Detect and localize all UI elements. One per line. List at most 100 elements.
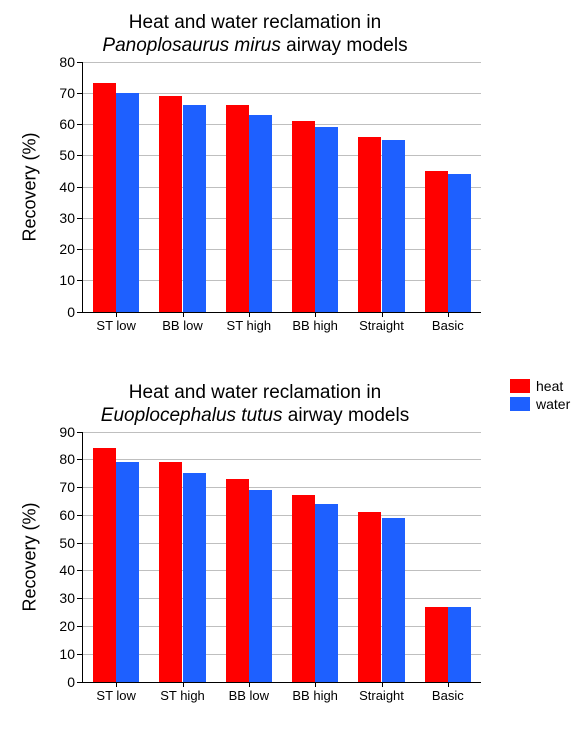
bar-water xyxy=(382,518,405,682)
chart-panoplosaurus: Heat and water reclamation inPanoplosaur… xyxy=(10,10,500,345)
bar-water xyxy=(116,462,139,681)
bar-water xyxy=(382,140,405,312)
legend: heat water xyxy=(510,378,570,414)
bar-water xyxy=(448,174,471,312)
bar-heat xyxy=(358,512,381,681)
y-tick-label: 90 xyxy=(59,424,75,440)
legend-swatch-heat xyxy=(510,379,530,393)
y-tick-label: 40 xyxy=(59,179,75,195)
y-tick-label: 20 xyxy=(59,618,75,634)
plot-wrap: 0102030405060708090ST lowST highBB lowBB… xyxy=(10,432,500,712)
y-tick-label: 10 xyxy=(59,272,75,288)
legend-label-water: water xyxy=(536,396,570,412)
x-tick xyxy=(448,312,449,317)
y-tick-label: 20 xyxy=(59,241,75,257)
y-tick xyxy=(77,249,83,250)
x-tick xyxy=(249,312,250,317)
y-tick xyxy=(77,654,83,655)
bar-heat xyxy=(93,448,116,681)
bar-heat xyxy=(159,96,182,312)
chart-title-species: Euoplocephalus tutus xyxy=(101,405,283,426)
gridline xyxy=(83,654,481,655)
x-tick xyxy=(183,682,184,687)
y-tick xyxy=(77,570,83,571)
y-tick-label: 50 xyxy=(59,535,75,551)
y-tick-label: 60 xyxy=(59,116,75,132)
y-tick xyxy=(77,218,83,219)
y-tick-label: 70 xyxy=(59,479,75,495)
y-tick xyxy=(77,280,83,281)
bar-heat xyxy=(425,607,448,682)
gridline xyxy=(83,598,481,599)
x-tick-label: BB low xyxy=(162,318,202,333)
y-tick-label: 30 xyxy=(59,210,75,226)
chart-euoplocephalus: Heat and water reclamation inEuoplocepha… xyxy=(10,380,500,715)
x-tick-label: BB high xyxy=(292,688,338,703)
x-tick-label: Basic xyxy=(432,318,464,333)
y-tick xyxy=(77,432,83,433)
y-tick xyxy=(77,487,83,488)
x-tick-label: ST low xyxy=(96,318,136,333)
chart-title-species: Panoplosaurus mirus xyxy=(102,35,280,56)
y-tick xyxy=(77,626,83,627)
legend-label-heat: heat xyxy=(536,378,563,394)
y-tick-label: 80 xyxy=(59,451,75,467)
y-axis-label: Recovery (%) xyxy=(20,502,41,611)
y-tick xyxy=(77,62,83,63)
y-tick xyxy=(77,124,83,125)
x-tick xyxy=(448,682,449,687)
y-tick xyxy=(77,543,83,544)
bar-water xyxy=(315,127,338,311)
gridline xyxy=(83,93,481,94)
bar-heat xyxy=(292,495,315,681)
gridline xyxy=(83,62,481,63)
chart-title-tail: airway models xyxy=(281,35,408,56)
x-tick-label: BB high xyxy=(292,318,338,333)
gridline xyxy=(83,459,481,460)
bar-heat xyxy=(226,479,249,682)
bar-heat xyxy=(226,105,249,311)
bar-heat xyxy=(159,462,182,681)
x-tick-label: Basic xyxy=(432,688,464,703)
bar-heat xyxy=(358,137,381,312)
plot-area: 01020304050607080ST lowBB lowST highBB h… xyxy=(82,62,481,313)
x-tick xyxy=(315,682,316,687)
plot-wrap: 01020304050607080ST lowBB lowST highBB h… xyxy=(10,62,500,342)
y-tick-label: 60 xyxy=(59,507,75,523)
chart-title: Heat and water reclamation inPanoplosaur… xyxy=(10,10,500,62)
gridline xyxy=(83,155,481,156)
y-tick xyxy=(77,682,83,683)
y-tick-label: 10 xyxy=(59,646,75,662)
y-tick-label: 0 xyxy=(67,304,75,320)
gridline xyxy=(83,515,481,516)
y-tick-label: 50 xyxy=(59,147,75,163)
y-tick-label: 70 xyxy=(59,85,75,101)
gridline xyxy=(83,218,481,219)
bar-heat xyxy=(425,171,448,312)
y-tick-label: 80 xyxy=(59,54,75,70)
bar-water xyxy=(249,490,272,682)
y-tick-label: 30 xyxy=(59,590,75,606)
legend-item-water: water xyxy=(510,396,570,412)
y-tick-label: 40 xyxy=(59,562,75,578)
gridline xyxy=(83,487,481,488)
y-tick xyxy=(77,459,83,460)
bar-water xyxy=(183,473,206,681)
x-tick xyxy=(183,312,184,317)
x-tick-label: ST low xyxy=(96,688,136,703)
legend-item-heat: heat xyxy=(510,378,570,394)
x-tick xyxy=(382,682,383,687)
bar-water xyxy=(249,115,272,312)
plot-area: 0102030405060708090ST lowST highBB lowBB… xyxy=(82,432,481,683)
y-tick-label: 0 xyxy=(67,674,75,690)
x-tick-label: BB low xyxy=(229,688,269,703)
gridline xyxy=(83,124,481,125)
y-tick xyxy=(77,312,83,313)
x-tick-label: ST high xyxy=(227,318,272,333)
bar-water xyxy=(183,105,206,311)
chart-title-line2: Euoplocephalus tutus airway models xyxy=(10,405,500,428)
chart-title: Heat and water reclamation inEuoplocepha… xyxy=(10,380,500,432)
y-tick xyxy=(77,93,83,94)
gridline xyxy=(83,626,481,627)
legend-swatch-water xyxy=(510,397,530,411)
